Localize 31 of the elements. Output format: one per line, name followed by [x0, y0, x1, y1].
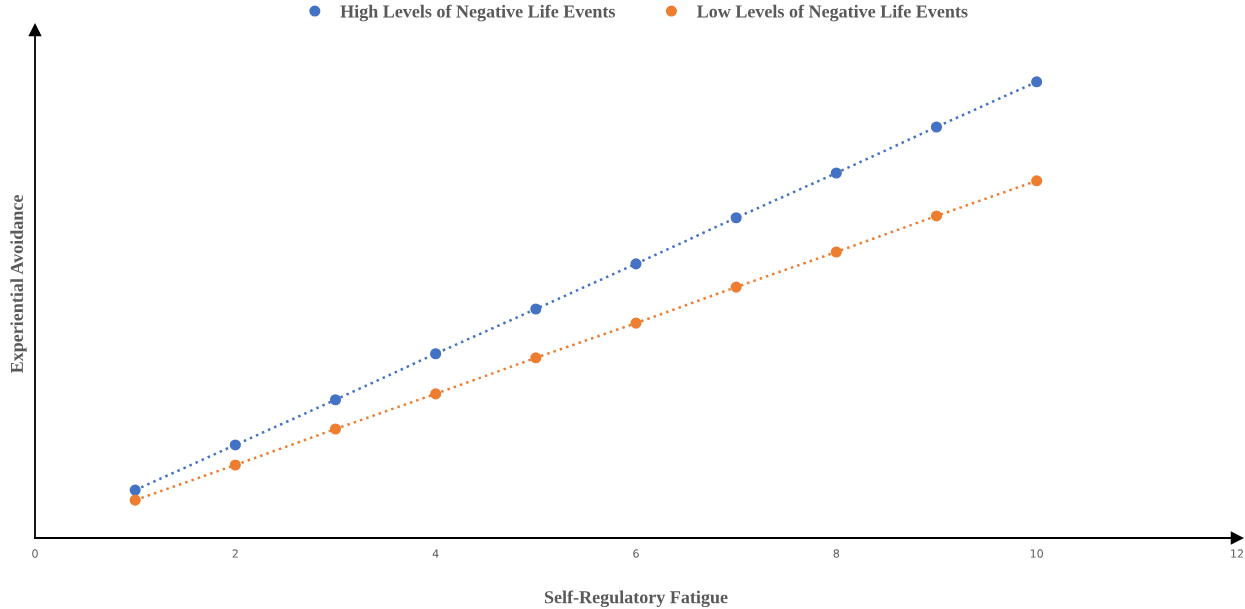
point	[730, 212, 742, 224]
point	[229, 439, 241, 451]
point	[930, 121, 943, 133]
point	[930, 210, 943, 222]
point	[830, 246, 842, 258]
y-axis-title: Experiential Avoidance	[10, 195, 27, 374]
point	[329, 394, 342, 406]
point	[530, 352, 542, 364]
x-tick-label: 6	[633, 549, 639, 558]
point	[530, 303, 542, 315]
point	[730, 281, 742, 293]
legend-label: Low Levels of Negative Life Events	[697, 4, 968, 22]
point	[430, 348, 442, 360]
point	[830, 167, 842, 179]
point	[229, 459, 241, 471]
x-tick-label: 8	[833, 549, 840, 558]
point	[129, 494, 141, 506]
x-tick-label: 0	[32, 549, 38, 558]
point	[129, 484, 141, 496]
x-tick-label: 2	[232, 549, 238, 558]
point	[430, 388, 442, 400]
point	[630, 317, 642, 329]
x-axis-title: Self-Regulatory Fatigue	[544, 590, 728, 608]
point	[1031, 175, 1043, 187]
x-tick-label: 4	[432, 549, 439, 558]
point	[630, 258, 642, 270]
x-tick-label: 10	[1030, 549, 1043, 558]
point	[1031, 76, 1043, 88]
legend-label: High Levels of Negative Life Events	[340, 4, 615, 22]
point	[329, 423, 342, 435]
x-tick-label: 12	[1231, 549, 1243, 558]
